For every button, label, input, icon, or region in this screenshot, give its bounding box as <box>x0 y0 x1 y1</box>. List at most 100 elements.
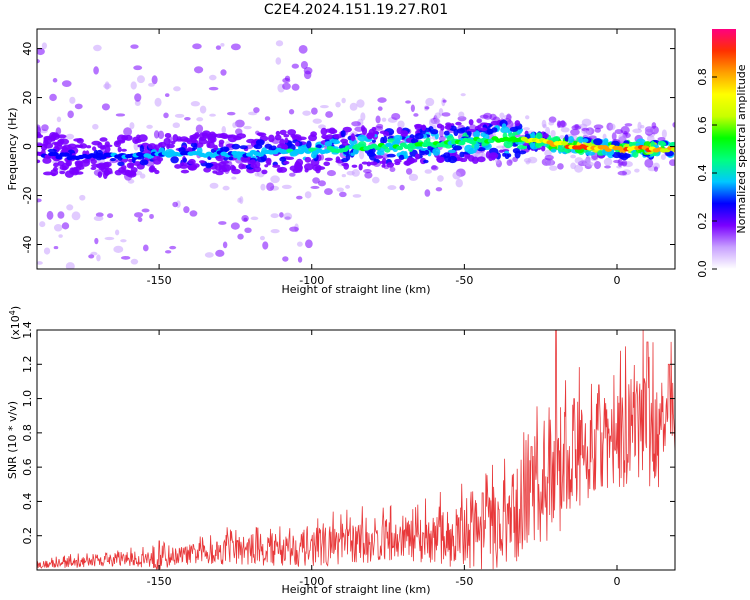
heatmap-cell <box>557 148 567 152</box>
heatmap-cell <box>131 156 136 164</box>
heatmap-cell <box>311 107 318 115</box>
heatmap-cell <box>438 135 446 142</box>
colorbar-tick-label: 0.2 <box>696 212 709 230</box>
heatmap-cell <box>59 164 66 171</box>
heatmap-cell <box>241 214 249 222</box>
heatmap-cell <box>106 213 114 219</box>
heatmap-cell <box>425 97 435 107</box>
colorbar: 0.0 0.2 0.4 0.6 0.8 Normalized spectral ampl… <box>696 29 748 278</box>
heatmap-cell <box>174 113 185 118</box>
heatmap-cell <box>226 111 236 116</box>
heatmap-cell <box>239 145 248 150</box>
heatmap-cell <box>96 254 101 262</box>
heatmap-cell <box>126 162 135 169</box>
heatmap-cell <box>43 136 53 144</box>
heatmap-cell <box>233 136 243 141</box>
heatmap-cell <box>90 166 97 170</box>
heatmap-cell <box>403 150 408 159</box>
heatmap-cell <box>139 159 149 166</box>
heatmap-cell <box>58 138 65 144</box>
heatmap-cell <box>341 174 347 178</box>
heatmap-cell <box>305 239 313 249</box>
heatmap-cell <box>570 128 580 136</box>
heatmap-cell <box>434 112 441 119</box>
heatmap-cell <box>632 151 639 158</box>
heatmap-cell <box>397 120 405 129</box>
heatmap-cell <box>405 100 411 104</box>
heatmap-cell <box>437 175 444 182</box>
heatmap-cell <box>110 158 116 162</box>
heatmap-cell <box>104 141 110 147</box>
heatmap-cell <box>368 128 376 137</box>
heatmap-cell <box>304 168 309 173</box>
heatmap-cell <box>102 171 108 179</box>
heatmap-cell <box>381 164 386 168</box>
heatmap-cell <box>101 103 110 111</box>
heatmap-cell <box>129 122 135 130</box>
heatmap-cell <box>196 117 204 122</box>
heatmap-cell <box>672 121 675 128</box>
heatmap-cell <box>52 166 58 172</box>
heatmap-cell <box>442 99 447 103</box>
spectrogram-y-tick-label: -20 <box>21 187 34 205</box>
heatmap-cell <box>419 150 426 156</box>
heatmap-cell <box>415 146 423 150</box>
heatmap-cell <box>477 156 486 163</box>
heatmap-cell <box>198 160 206 164</box>
heatmap-cell <box>146 124 153 129</box>
heatmap-cell <box>452 145 463 151</box>
spectrogram-y-tick-label: -40 <box>21 236 34 254</box>
heatmap-cell <box>291 63 299 69</box>
heatmap-cell <box>130 258 139 265</box>
heatmap-cell <box>37 159 41 164</box>
heatmap-cell <box>267 134 275 143</box>
heatmap-cell <box>624 123 633 127</box>
snr-x-tick-label: -50 <box>455 575 473 588</box>
heatmap-cell <box>92 123 99 130</box>
heatmap-cell <box>346 170 355 176</box>
heatmap-cell <box>71 167 79 174</box>
heatmap-cell <box>220 43 225 47</box>
heatmap-cell <box>243 125 252 130</box>
colorbar-tick-label: 0.6 <box>696 116 709 134</box>
heatmap-cell <box>231 168 241 175</box>
heatmap-cell <box>535 132 543 141</box>
heatmap-cell <box>324 188 333 195</box>
heatmap-cell <box>384 147 391 153</box>
colorbar-label: Normalized spectral amplitude <box>735 64 748 233</box>
heatmap-cell <box>408 173 419 182</box>
heatmap-cell <box>153 130 160 139</box>
heatmap-cell <box>62 152 70 157</box>
heatmap-cell <box>97 171 103 178</box>
heatmap-cell <box>249 159 256 165</box>
heatmap-cell <box>531 131 536 139</box>
heatmap-cell <box>57 211 65 219</box>
heatmap-cell <box>291 83 300 91</box>
heatmap-cell <box>59 170 66 175</box>
snr-y-tick-label: 0.4 <box>21 493 34 511</box>
heatmap-cell <box>279 212 284 218</box>
heatmap-cell <box>79 194 86 201</box>
heatmap-cell <box>190 101 201 107</box>
heatmap-cell <box>86 145 92 149</box>
heatmap-cell <box>134 212 144 218</box>
heatmap-cell <box>411 158 418 163</box>
heatmap-cell <box>250 216 259 221</box>
heatmap-cell <box>499 112 505 119</box>
heatmap-cell <box>65 133 75 140</box>
heatmap-cell <box>47 148 57 153</box>
heatmap-cell <box>308 147 316 152</box>
heatmap-cell <box>121 171 128 176</box>
heatmap-cell <box>113 245 124 253</box>
heatmap-cell <box>432 147 441 156</box>
heatmap-cell <box>506 159 513 166</box>
heatmap-cell <box>585 151 596 156</box>
heatmap-cell <box>445 122 452 127</box>
heatmap-cell <box>611 151 622 159</box>
heatmap-cell <box>560 141 568 146</box>
heatmap-cell <box>669 159 675 167</box>
heatmap-cell <box>351 164 358 168</box>
heatmap-cell <box>71 211 81 221</box>
heatmap-cell <box>382 135 388 144</box>
